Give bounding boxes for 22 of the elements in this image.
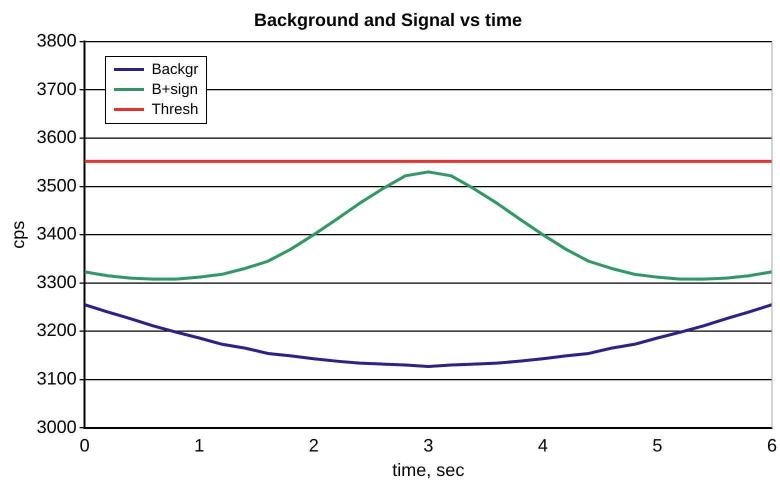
legend-label: Thresh [152, 100, 198, 120]
x-tick-label: 0 [80, 436, 90, 456]
x-tick-label: 4 [538, 436, 548, 456]
y-tick-label: 3600 [36, 127, 77, 148]
x-axis-title: time, sec [392, 460, 464, 480]
x-tick-label: 5 [652, 436, 662, 456]
x-tick-label: 1 [194, 436, 204, 456]
x-tick-label: 6 [766, 436, 777, 456]
x-tick-label: 3 [423, 436, 434, 456]
chart-title: Background and Signal vs time [254, 10, 522, 30]
y-tick-label: 3800 [36, 30, 77, 51]
y-tick-label: 3300 [36, 272, 77, 292]
y-tick-label: 3400 [36, 224, 77, 244]
y-axis-title: cps [8, 220, 28, 249]
y-tick-label: 3500 [36, 175, 77, 196]
y-tick-label: 3100 [36, 368, 77, 388]
y-tick-label: 3700 [36, 78, 77, 99]
legend-label: Backgr [152, 60, 198, 80]
y-tick-label: 3000 [36, 416, 77, 437]
x-tick-label: 2 [308, 436, 319, 456]
y-tick-label: 3200 [36, 320, 77, 340]
legend-label: B+sign [152, 80, 198, 100]
